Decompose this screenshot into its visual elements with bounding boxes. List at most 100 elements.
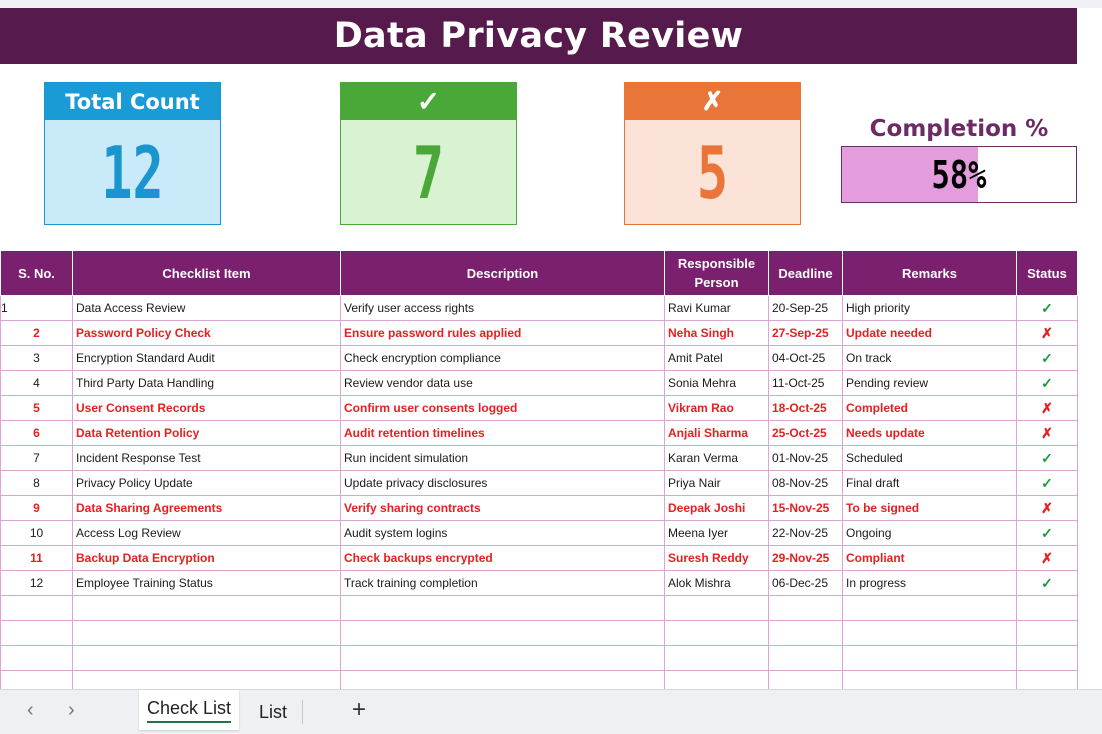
item-cell[interactable]: Privacy Policy Update [72,470,341,496]
description-cell[interactable]: Check encryption compliance [340,345,665,371]
remarks-cell[interactable]: Ongoing [842,520,1017,546]
deadline-cell[interactable]: 29-Nov-25 [768,545,843,571]
description-cell[interactable]: Review vendor data use [340,370,665,396]
status-cell[interactable]: ✓ [1016,445,1078,471]
item-cell[interactable]: Password Policy Check [72,320,341,346]
deadline-cell[interactable]: 22-Nov-25 [768,520,843,546]
person-cell[interactable]: Karan Verma [664,445,769,471]
deadline-cell[interactable]: 11-Oct-25 [768,370,843,396]
remarks-cell[interactable]: High priority [842,295,1017,321]
item-cell[interactable]: Backup Data Encryption [72,545,341,571]
description-cell[interactable]: Audit system logins [340,520,665,546]
status-cell[interactable]: ✓ [1016,295,1078,321]
remarks-cell[interactable]: To be signed [842,495,1017,521]
description-cell[interactable]: Run incident simulation [340,445,665,471]
item-cell[interactable]: Data Retention Policy [72,420,341,446]
empty-cell[interactable] [340,645,665,671]
sno-cell[interactable]: 10 [0,520,73,546]
remarks-cell[interactable]: Update needed [842,320,1017,346]
empty-cell[interactable] [1016,620,1078,646]
empty-cell[interactable] [768,595,843,621]
sno-cell[interactable]: 8 [0,470,73,496]
deadline-cell[interactable]: 15-Nov-25 [768,495,843,521]
empty-cell[interactable] [0,620,73,646]
empty-cell[interactable] [340,595,665,621]
person-cell[interactable]: Sonia Mehra [664,370,769,396]
column-header-description[interactable]: Description [340,250,665,296]
sno-cell[interactable]: 2 [0,320,73,346]
empty-cell[interactable] [72,595,341,621]
empty-cell[interactable] [664,595,769,621]
empty-cell[interactable] [842,620,1017,646]
item-cell[interactable]: Data Access Review [72,295,341,321]
sno-cell[interactable]: 3 [0,345,73,371]
person-cell[interactable]: Suresh Reddy [664,545,769,571]
status-cell[interactable]: ✓ [1016,370,1078,396]
person-cell[interactable]: Neha Singh [664,320,769,346]
item-cell[interactable]: Employee Training Status [72,570,341,596]
deadline-cell[interactable]: 06-Dec-25 [768,570,843,596]
empty-cell[interactable] [0,595,73,621]
empty-cell[interactable] [664,620,769,646]
column-header-person[interactable]: Responsible Person [664,250,769,296]
column-header-sno[interactable]: S. No. [0,250,73,296]
remarks-cell[interactable]: Pending review [842,370,1017,396]
column-header-remarks[interactable]: Remarks [842,250,1017,296]
status-cell[interactable]: ✓ [1016,345,1078,371]
remarks-cell[interactable]: On track [842,345,1017,371]
item-cell[interactable]: Access Log Review [72,520,341,546]
item-cell[interactable]: User Consent Records [72,395,341,421]
person-cell[interactable]: Amit Patel [664,345,769,371]
deadline-cell[interactable]: 01-Nov-25 [768,445,843,471]
status-cell[interactable]: ✓ [1016,570,1078,596]
status-cell[interactable]: ✗ [1016,420,1078,446]
deadline-cell[interactable]: 27-Sep-25 [768,320,843,346]
item-cell[interactable]: Incident Response Test [72,445,341,471]
sno-cell[interactable]: 7 [0,445,73,471]
person-cell[interactable]: Priya Nair [664,470,769,496]
person-cell[interactable]: Deepak Joshi [664,495,769,521]
status-cell[interactable]: ✗ [1016,320,1078,346]
add-sheet-button[interactable]: + [352,696,367,723]
person-cell[interactable]: Meena Iyer [664,520,769,546]
status-cell[interactable]: ✗ [1016,545,1078,571]
sno-cell[interactable]: 12 [0,570,73,596]
status-cell[interactable]: ✗ [1016,395,1078,421]
column-header-deadline[interactable]: Deadline [768,250,843,296]
item-cell[interactable]: Encryption Standard Audit [72,345,341,371]
remarks-cell[interactable]: Needs update [842,420,1017,446]
empty-cell[interactable] [340,620,665,646]
status-cell[interactable]: ✓ [1016,470,1078,496]
empty-cell[interactable] [1016,645,1078,671]
deadline-cell[interactable]: 25-Oct-25 [768,420,843,446]
tab-check-list[interactable]: Check List [139,690,239,730]
empty-cell[interactable] [768,645,843,671]
empty-cell[interactable] [72,645,341,671]
deadline-cell[interactable]: 08-Nov-25 [768,470,843,496]
empty-cell[interactable] [842,645,1017,671]
description-cell[interactable]: Confirm user consents logged [340,395,665,421]
person-cell[interactable]: Vikram Rao [664,395,769,421]
sno-cell[interactable]: 1 [0,295,73,321]
status-cell[interactable]: ✗ [1016,495,1078,521]
remarks-cell[interactable]: In progress [842,570,1017,596]
empty-cell[interactable] [72,620,341,646]
sno-cell[interactable]: 4 [0,370,73,396]
remarks-cell[interactable]: Scheduled [842,445,1017,471]
item-cell[interactable]: Third Party Data Handling [72,370,341,396]
empty-cell[interactable] [1016,595,1078,621]
sno-cell[interactable]: 6 [0,420,73,446]
tab-list[interactable]: List [244,700,303,724]
description-cell[interactable]: Track training completion [340,570,665,596]
status-cell[interactable]: ✓ [1016,520,1078,546]
sno-cell[interactable]: 9 [0,495,73,521]
remarks-cell[interactable]: Final draft [842,470,1017,496]
empty-cell[interactable] [0,645,73,671]
remarks-cell[interactable]: Compliant [842,545,1017,571]
empty-cell[interactable] [664,645,769,671]
next-sheet-icon[interactable]: › [68,699,75,721]
description-cell[interactable]: Ensure password rules applied [340,320,665,346]
description-cell[interactable]: Update privacy disclosures [340,470,665,496]
deadline-cell[interactable]: 04-Oct-25 [768,345,843,371]
description-cell[interactable]: Verify user access rights [340,295,665,321]
